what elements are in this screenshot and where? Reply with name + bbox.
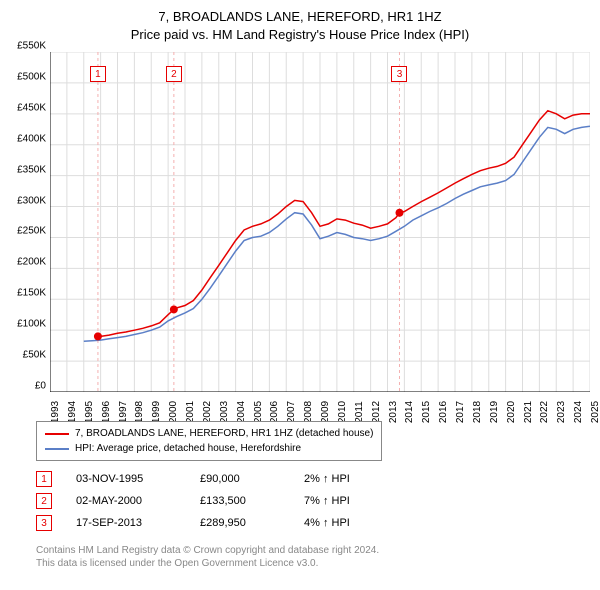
- x-tick-label: 1996: [101, 401, 112, 423]
- sale-number-badge: 1: [36, 471, 52, 487]
- sale-number-badge: 2: [36, 493, 52, 509]
- x-tick-label: 2008: [303, 401, 314, 423]
- sales-table-row: 1 03-NOV-1995 £90,000 2% ↑ HPI: [36, 468, 384, 490]
- chart-area: 1 2 3: [50, 52, 590, 392]
- y-tick-label: £500K: [17, 71, 46, 82]
- x-tick-label: 2022: [539, 401, 550, 423]
- y-tick-label: £350K: [17, 164, 46, 175]
- x-tick-label: 2009: [320, 401, 331, 423]
- sale-date: 03-NOV-1995: [76, 473, 176, 485]
- sale-price: £289,950: [200, 517, 280, 529]
- sale-hpi-delta: 2% ↑ HPI: [304, 473, 384, 485]
- legend: 7, BROADLANDS LANE, HEREFORD, HR1 1HZ (d…: [36, 421, 382, 461]
- sale-marker-badge: 3: [391, 66, 407, 82]
- x-tick-label: 2020: [506, 401, 517, 423]
- sales-table-row: 2 02-MAY-2000 £133,500 7% ↑ HPI: [36, 490, 384, 512]
- x-tick-label: 2023: [556, 401, 567, 423]
- title-block: 7, BROADLANDS LANE, HEREFORD, HR1 1HZ Pr…: [0, 0, 600, 44]
- x-tick-label: 1994: [67, 401, 78, 423]
- x-tick-label: 2021: [523, 401, 534, 423]
- x-tick-label: 2014: [404, 401, 415, 423]
- title-address: 7, BROADLANDS LANE, HEREFORD, HR1 1HZ: [0, 8, 600, 26]
- y-axis: £0£50K£100K£150K£200K£250K£300K£350K£400…: [4, 46, 48, 386]
- title-subtitle: Price paid vs. HM Land Registry's House …: [0, 26, 600, 44]
- legend-item: HPI: Average price, detached house, Here…: [45, 441, 373, 456]
- x-tick-label: 1997: [118, 401, 129, 423]
- footer-line2: This data is licensed under the Open Gov…: [36, 557, 379, 570]
- sale-hpi-delta: 7% ↑ HPI: [304, 495, 384, 507]
- y-tick-label: £50K: [23, 350, 46, 361]
- x-tick-label: 2000: [168, 401, 179, 423]
- x-tick-label: 2011: [354, 401, 365, 423]
- legend-item: 7, BROADLANDS LANE, HEREFORD, HR1 1HZ (d…: [45, 426, 373, 441]
- y-tick-label: £550K: [17, 41, 46, 52]
- sale-number-badge: 3: [36, 515, 52, 531]
- x-tick-label: 2019: [489, 401, 500, 423]
- sales-table: 1 03-NOV-1995 £90,000 2% ↑ HPI 2 02-MAY-2000 £…: [36, 468, 384, 534]
- sales-table-row: 3 17-SEP-2013 £289,950 4% ↑ HPI: [36, 512, 384, 534]
- x-tick-label: 2004: [236, 401, 247, 423]
- x-tick-label: 1995: [84, 401, 95, 423]
- x-tick-label: 2006: [269, 401, 280, 423]
- sale-date: 17-SEP-2013: [76, 517, 176, 529]
- legend-label: 7, BROADLANDS LANE, HEREFORD, HR1 1HZ (d…: [75, 426, 373, 441]
- x-tick-label: 2012: [371, 401, 382, 423]
- y-tick-label: £0: [35, 381, 46, 392]
- sale-date: 02-MAY-2000: [76, 495, 176, 507]
- legend-swatch: [45, 448, 69, 450]
- y-tick-label: £250K: [17, 226, 46, 237]
- x-tick-label: 2015: [421, 401, 432, 423]
- x-tick-label: 2003: [219, 401, 230, 423]
- sale-price: £90,000: [200, 473, 280, 485]
- x-tick-label: 2025: [590, 401, 600, 423]
- chart-svg: [50, 52, 590, 392]
- x-tick-label: 1998: [134, 401, 145, 423]
- y-tick-label: £200K: [17, 257, 46, 268]
- x-tick-label: 2002: [202, 401, 213, 423]
- x-tick-label: 2010: [337, 401, 348, 423]
- x-tick-label: 2017: [455, 401, 466, 423]
- x-axis: 1993199419951996199719981999200020012002…: [50, 388, 590, 418]
- footer-note: Contains HM Land Registry data © Crown c…: [36, 544, 379, 570]
- x-tick-label: 2007: [286, 401, 297, 423]
- y-tick-label: £100K: [17, 319, 46, 330]
- x-tick-label: 2018: [472, 401, 483, 423]
- legend-label: HPI: Average price, detached house, Here…: [75, 441, 301, 456]
- y-tick-label: £400K: [17, 133, 46, 144]
- sale-marker-badge: 1: [90, 66, 106, 82]
- y-tick-label: £300K: [17, 195, 46, 206]
- sale-hpi-delta: 4% ↑ HPI: [304, 517, 384, 529]
- sale-marker-badge: 2: [166, 66, 182, 82]
- x-tick-label: 2024: [573, 401, 584, 423]
- x-tick-label: 2016: [438, 401, 449, 423]
- x-tick-label: 2005: [253, 401, 264, 423]
- x-tick-label: 2001: [185, 401, 196, 423]
- chart-container: 7, BROADLANDS LANE, HEREFORD, HR1 1HZ Pr…: [0, 0, 600, 590]
- footer-line1: Contains HM Land Registry data © Crown c…: [36, 544, 379, 557]
- x-tick-label: 1999: [151, 401, 162, 423]
- legend-swatch: [45, 433, 69, 435]
- sale-price: £133,500: [200, 495, 280, 507]
- y-tick-label: £150K: [17, 288, 46, 299]
- x-tick-label: 2013: [388, 401, 399, 423]
- x-tick-label: 1993: [50, 401, 61, 423]
- y-tick-label: £450K: [17, 102, 46, 113]
